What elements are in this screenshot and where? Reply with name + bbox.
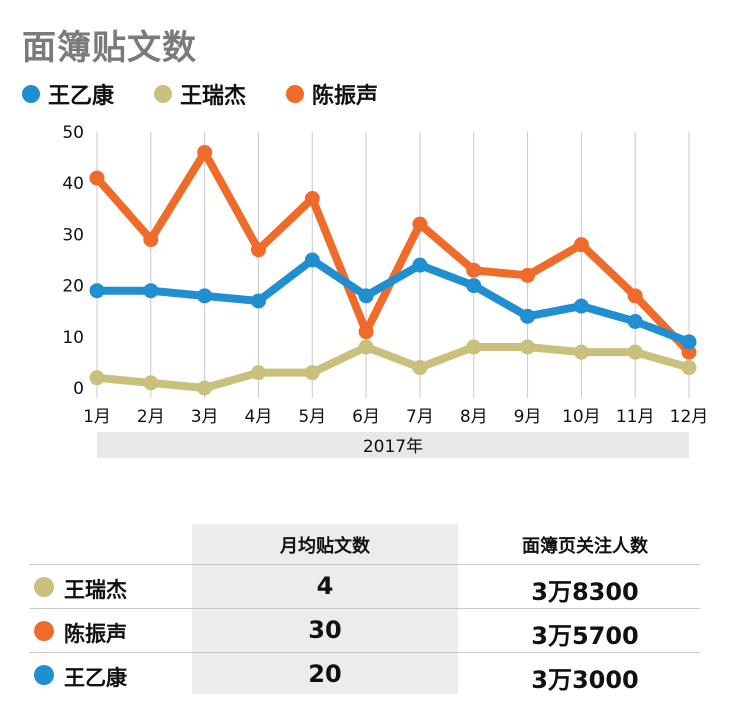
y-tick-label: 20 (62, 277, 84, 297)
data-point (358, 339, 374, 355)
data-point (197, 380, 213, 396)
legend-swatch (22, 85, 40, 103)
data-point (143, 232, 159, 248)
data-point (250, 293, 266, 309)
data-point (573, 237, 589, 253)
table-shaded-column (192, 524, 458, 694)
legend-item: 王乙康 (22, 78, 114, 110)
row-followers: 3万5700 (531, 622, 639, 650)
data-point (573, 298, 589, 314)
data-point (627, 313, 643, 329)
legend: 王乙康 王瑞杰 陈振声 (22, 78, 418, 110)
x-tick-label: 1月 (83, 407, 111, 427)
header-page-followers: 面簿页关注人数 (522, 536, 648, 557)
data-point (250, 242, 266, 258)
row-followers: 3万8300 (531, 578, 639, 606)
data-point (412, 216, 428, 232)
x-tick-label: 10月 (562, 407, 601, 427)
row-posts: 30 (308, 616, 342, 644)
y-tick-label: 10 (62, 328, 84, 348)
data-point (304, 365, 320, 381)
data-point (89, 283, 105, 299)
table-row: 陈振声 30 3万5700 (30, 608, 700, 653)
x-tick-label: 2月 (137, 407, 165, 427)
chart-title: 面簿贴文数 (22, 28, 197, 68)
line-chart: 0 10 20 30 40 50 1月 2月 3月 4月 5月 6月 7月 8月 9月 10月 11月 12月 20… (62, 123, 709, 458)
data-point (466, 262, 482, 278)
data-point (573, 344, 589, 360)
legend-label: 王瑞杰 (180, 84, 247, 109)
x-tick-label: 9月 (514, 407, 542, 427)
data-point (143, 375, 159, 391)
data-point (466, 339, 482, 355)
table-row: 王瑞杰 4 3万8300 (30, 564, 700, 609)
x-tick-label: 5月 (298, 407, 326, 427)
table-row: 王乙康 20 3万3000 (30, 652, 700, 697)
x-axis-band (97, 432, 689, 458)
data-point (358, 324, 374, 340)
y-tick-label: 40 (62, 174, 84, 194)
x-tick-label: 6月 (352, 407, 380, 427)
data-point (250, 365, 266, 381)
row-color-dot (34, 577, 54, 597)
x-tick-label: 3月 (191, 407, 219, 427)
row-posts: 4 (316, 572, 334, 600)
data-point (466, 278, 482, 294)
data-point (89, 370, 105, 386)
x-tick-label: 8月 (460, 407, 488, 427)
row-name: 王瑞杰 (64, 578, 127, 602)
y-tick-label: 30 (62, 225, 84, 245)
data-point (143, 283, 159, 299)
x-tick-label: 7月 (406, 407, 434, 427)
row-posts: 20 (308, 660, 342, 688)
legend-swatch (286, 85, 305, 103)
row-name: 王乙康 (64, 666, 127, 690)
row-color-dot (34, 621, 54, 641)
data-point (412, 360, 428, 376)
data-point (197, 144, 213, 160)
y-tick-label: 50 (62, 123, 84, 143)
data-point (358, 288, 374, 304)
series-line (93, 343, 693, 392)
y-tick-label: 0 (73, 379, 84, 399)
x-tick-label: 11月 (616, 407, 655, 427)
data-point (520, 267, 536, 283)
data-point (304, 252, 320, 268)
data-point (681, 334, 697, 350)
x-axis-label: 2017年 (363, 437, 423, 457)
x-tick-label: 4月 (245, 407, 273, 427)
legend-item: 王瑞杰 (154, 78, 246, 110)
data-point (304, 191, 320, 207)
data-point (412, 257, 428, 273)
series-line (93, 148, 693, 357)
legend-label: 陈振声 (312, 84, 379, 109)
data-point (520, 339, 536, 355)
legend-swatch (154, 85, 173, 103)
row-color-dot (34, 665, 54, 685)
header-monthly-posts: 月均贴文数 (280, 536, 370, 557)
data-point (627, 288, 643, 304)
legend-item: 陈振声 (286, 78, 378, 110)
series-line (93, 256, 693, 346)
row-followers: 3万3000 (531, 666, 639, 694)
data-point (89, 170, 105, 186)
data-point (681, 360, 697, 376)
data-point (520, 308, 536, 324)
data-point (627, 344, 643, 360)
x-tick-label: 12月 (670, 407, 709, 427)
legend-label: 王乙康 (48, 84, 115, 109)
data-point (197, 288, 213, 304)
row-name: 陈振声 (64, 622, 127, 646)
